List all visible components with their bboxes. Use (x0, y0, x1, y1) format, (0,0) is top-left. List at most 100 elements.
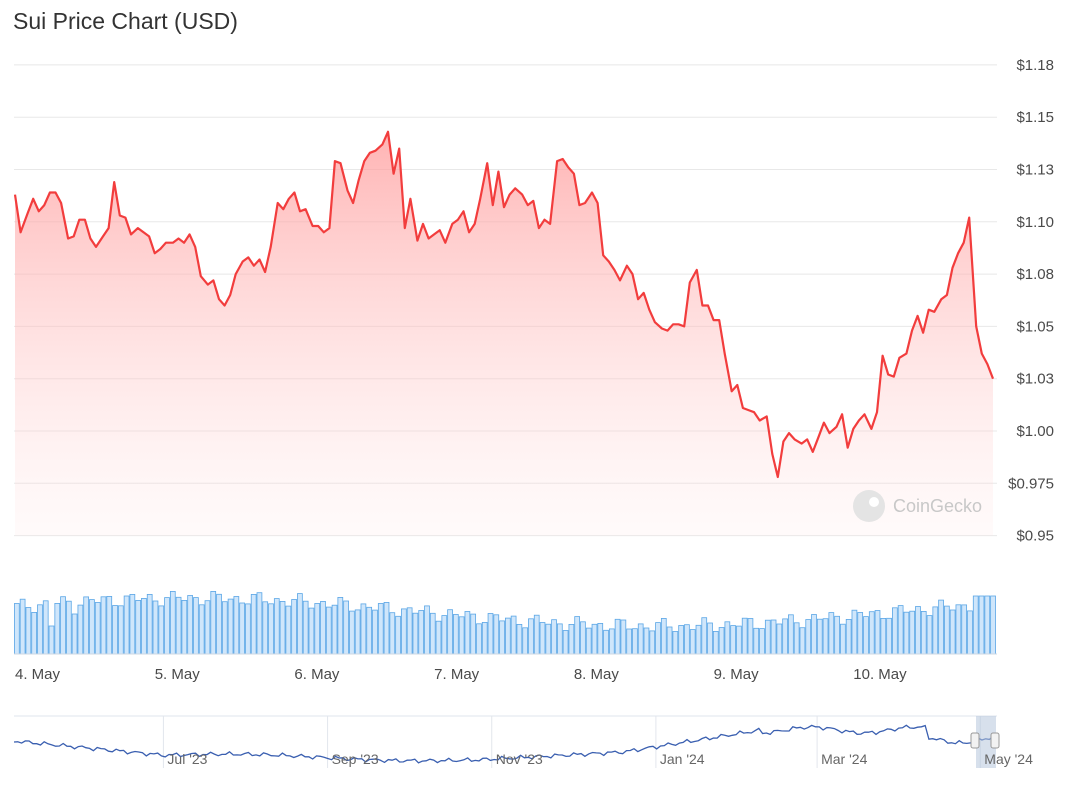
volume-bar (712, 631, 719, 655)
volume-bar (759, 628, 765, 655)
volume-bar (279, 601, 286, 655)
volume-bar (291, 599, 297, 655)
volume-bar (649, 630, 656, 655)
volume-bar (660, 618, 667, 655)
navigator-right-handle[interactable] (990, 732, 1000, 749)
navigator-selected-range[interactable] (976, 716, 996, 768)
volume-bar (568, 624, 575, 655)
volume-bar (614, 618, 621, 655)
volume-bar (678, 625, 684, 655)
volume-bar (360, 603, 367, 655)
volume-bar (71, 613, 78, 655)
coingecko-logo-icon (853, 490, 885, 522)
volume-bar (470, 613, 477, 655)
volume-bar (845, 619, 852, 655)
volume-bar (689, 629, 696, 655)
volume-bar (730, 625, 736, 655)
navigator-label: Sep '23 (332, 751, 379, 767)
volume-bar (129, 594, 136, 655)
volume-bar (574, 616, 580, 655)
volume-bar (31, 612, 38, 655)
volume-bar (753, 627, 760, 655)
volume-bar (221, 601, 228, 655)
volume-bar (840, 623, 846, 655)
volume-bar (250, 594, 257, 655)
volume-bar (441, 615, 448, 655)
volume-bar (204, 600, 211, 655)
navigator-label: Nov '23 (496, 751, 543, 767)
volume-bar (83, 596, 90, 655)
volume-bar (741, 617, 748, 655)
volume-bar (94, 602, 101, 655)
volume-bar (533, 614, 540, 655)
volume-bar (349, 610, 355, 655)
volume-bar (528, 618, 534, 655)
volume-bar (487, 613, 494, 655)
volume-bar (591, 623, 598, 655)
volume-bar (822, 618, 829, 655)
volume-bar (354, 609, 361, 655)
navigator-label: Mar '24 (821, 751, 867, 767)
x-tick-label: 6. May (294, 666, 340, 683)
volume-bar (285, 605, 292, 655)
volume-bar (522, 627, 529, 655)
volume-bar (395, 615, 401, 655)
volume-bar (481, 622, 488, 655)
volume-bar (672, 631, 679, 655)
volume-bar (863, 616, 869, 655)
volume-bar (429, 612, 436, 655)
volume-bar (499, 620, 505, 655)
volume-bar (343, 600, 349, 655)
volume-bar (187, 595, 193, 655)
volume-bar (770, 619, 777, 655)
volume-bar (736, 625, 742, 655)
volume-bar (799, 627, 806, 655)
volume-bar (377, 603, 384, 655)
volume-bar (990, 595, 996, 655)
y-tick-label: $0.95 (1016, 528, 1054, 545)
volume-bar (580, 621, 586, 655)
volume-bar (909, 610, 916, 655)
x-tick-label: 5. May (155, 666, 201, 683)
volume-bar (504, 617, 511, 655)
volume-bar (245, 603, 251, 655)
volume-bar (54, 603, 61, 655)
y-axis-labels: $1.18 $1.15 $1.13 $1.10 $1.08 $1.05 $1.03 $1.00… (1008, 57, 1054, 545)
coingecko-watermark: CoinGecko (853, 490, 982, 522)
volume-bar (60, 596, 66, 655)
volume-bar (233, 596, 240, 655)
volume-bar (666, 626, 673, 655)
volume-bar (585, 627, 592, 655)
volume-bar (851, 609, 858, 655)
volume-bar (308, 607, 315, 655)
volume-bar (273, 598, 280, 655)
volume-bar (216, 593, 222, 655)
volume-bar (828, 612, 835, 655)
volume-bar (37, 604, 43, 655)
volume-bar (949, 609, 956, 655)
volume-bar (701, 617, 708, 655)
volume-bar (48, 625, 55, 655)
volume-bar (805, 619, 812, 655)
volume-bars (13, 591, 996, 655)
volume-bar (464, 611, 471, 655)
y-tick-label: $1.15 (1016, 109, 1054, 126)
x-tick-label: 7. May (434, 666, 480, 683)
volume-bar (984, 595, 991, 655)
time-navigator[interactable]: Jul '23 Sep '23 Nov '23 Jan '24 Mar '24 May '… (13, 715, 1033, 768)
volume-bar (886, 617, 892, 655)
volume-bar (412, 612, 419, 655)
volume-bar (158, 605, 165, 655)
navigator-labels: Jul '23 Sep '23 Nov '23 Jan '24 Mar '24 May '… (167, 751, 1033, 767)
navigator-left-handle[interactable] (970, 732, 980, 749)
volume-bar (834, 615, 840, 655)
price-line[interactable] (13, 130, 995, 479)
volume-bar (932, 606, 939, 655)
volume-bar (562, 630, 569, 655)
volume-bar (655, 622, 661, 655)
volume-bar (458, 616, 465, 655)
volume-bar (978, 595, 985, 655)
volume-bar (874, 610, 881, 655)
x-axis-labels: 4. May 5. May 6. May 7. May 8. May 9. May 10. … (15, 666, 907, 683)
